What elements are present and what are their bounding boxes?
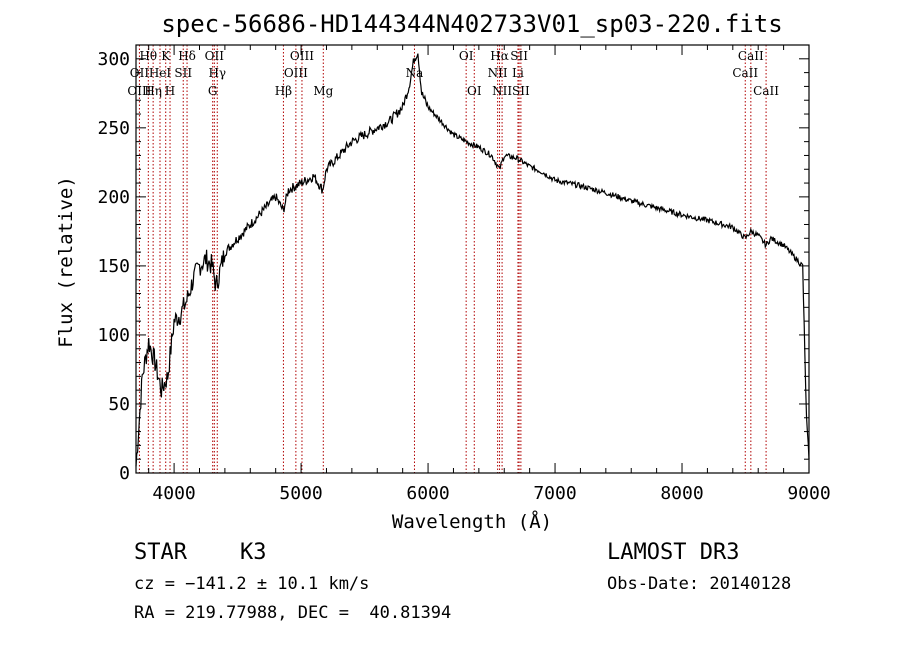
sky-coordinates: RA = 219.77988, DEC = 40.81394 <box>134 603 452 623</box>
line-label: SII <box>510 49 528 63</box>
x-axis-label: Wavelength (Å) <box>392 510 552 533</box>
line-label: HeI <box>149 66 172 80</box>
line-label: Hη <box>144 84 162 98</box>
chart-title: spec-56686-HD144344N402733V01_sp03-220.f… <box>161 10 782 38</box>
line-label: OIII <box>127 84 151 98</box>
line-label: CaII <box>753 84 779 98</box>
line-label: Mg <box>313 84 333 98</box>
line-label: Hδ <box>178 49 196 63</box>
line-label: OIII <box>290 49 314 63</box>
survey-release: LAMOST DR3 <box>607 540 740 565</box>
redshift-velocity: cz = −141.2 ± 10.1 km/s <box>134 574 370 594</box>
x-tick-label: 7000 <box>533 483 576 504</box>
line-label: OIII <box>284 66 308 80</box>
x-tick-label: 8000 <box>660 483 703 504</box>
y-tick-label: 150 <box>97 256 130 277</box>
line-label: Na <box>406 66 424 80</box>
x-tick-label: 9000 <box>787 483 830 504</box>
line-label: Hβ <box>275 84 292 98</box>
y-tick-label: 300 <box>97 49 130 70</box>
line-label: NII <box>488 66 508 80</box>
y-axis-ticks: 0 50 100 150 200 250 300 <box>97 44 809 484</box>
line-label: OI <box>459 49 474 63</box>
x-axis-ticks: 4000 5000 6000 7000 8000 9000 <box>148 45 831 504</box>
y-tick-label: 0 <box>119 463 130 484</box>
line-label: Li <box>512 66 524 80</box>
y-tick-label: 50 <box>108 394 130 415</box>
line-label: CaII <box>738 49 764 63</box>
line-label: K <box>161 49 171 63</box>
line-label: H <box>165 84 175 98</box>
line-label: G <box>208 84 218 98</box>
line-label: SII <box>174 66 192 80</box>
y-axis-label: Flux (relative) <box>55 176 77 348</box>
y-tick-label: 250 <box>97 118 130 139</box>
line-label: NII <box>492 84 512 98</box>
y-tick-label: 100 <box>97 325 130 346</box>
x-tick-label: 5000 <box>279 483 322 504</box>
line-label: SII <box>512 84 530 98</box>
line-label: CaII <box>732 66 758 80</box>
line-label: Hγ <box>208 66 226 80</box>
line-label: Hθ <box>139 49 157 63</box>
x-tick-label: 4000 <box>152 483 195 504</box>
x-tick-label: 6000 <box>406 483 449 504</box>
y-tick-label: 200 <box>97 187 130 208</box>
emission-line-markers <box>138 45 767 473</box>
spectrum-line <box>135 53 810 467</box>
line-label: Hα <box>490 49 509 63</box>
object-subclass: K3 <box>240 540 267 565</box>
line-label: OII <box>205 49 225 63</box>
plot-frame <box>135 44 810 474</box>
line-label: OI <box>467 84 482 98</box>
object-class: STAR <box>134 540 187 565</box>
observation-date: Obs-Date: 20140128 <box>607 574 792 594</box>
